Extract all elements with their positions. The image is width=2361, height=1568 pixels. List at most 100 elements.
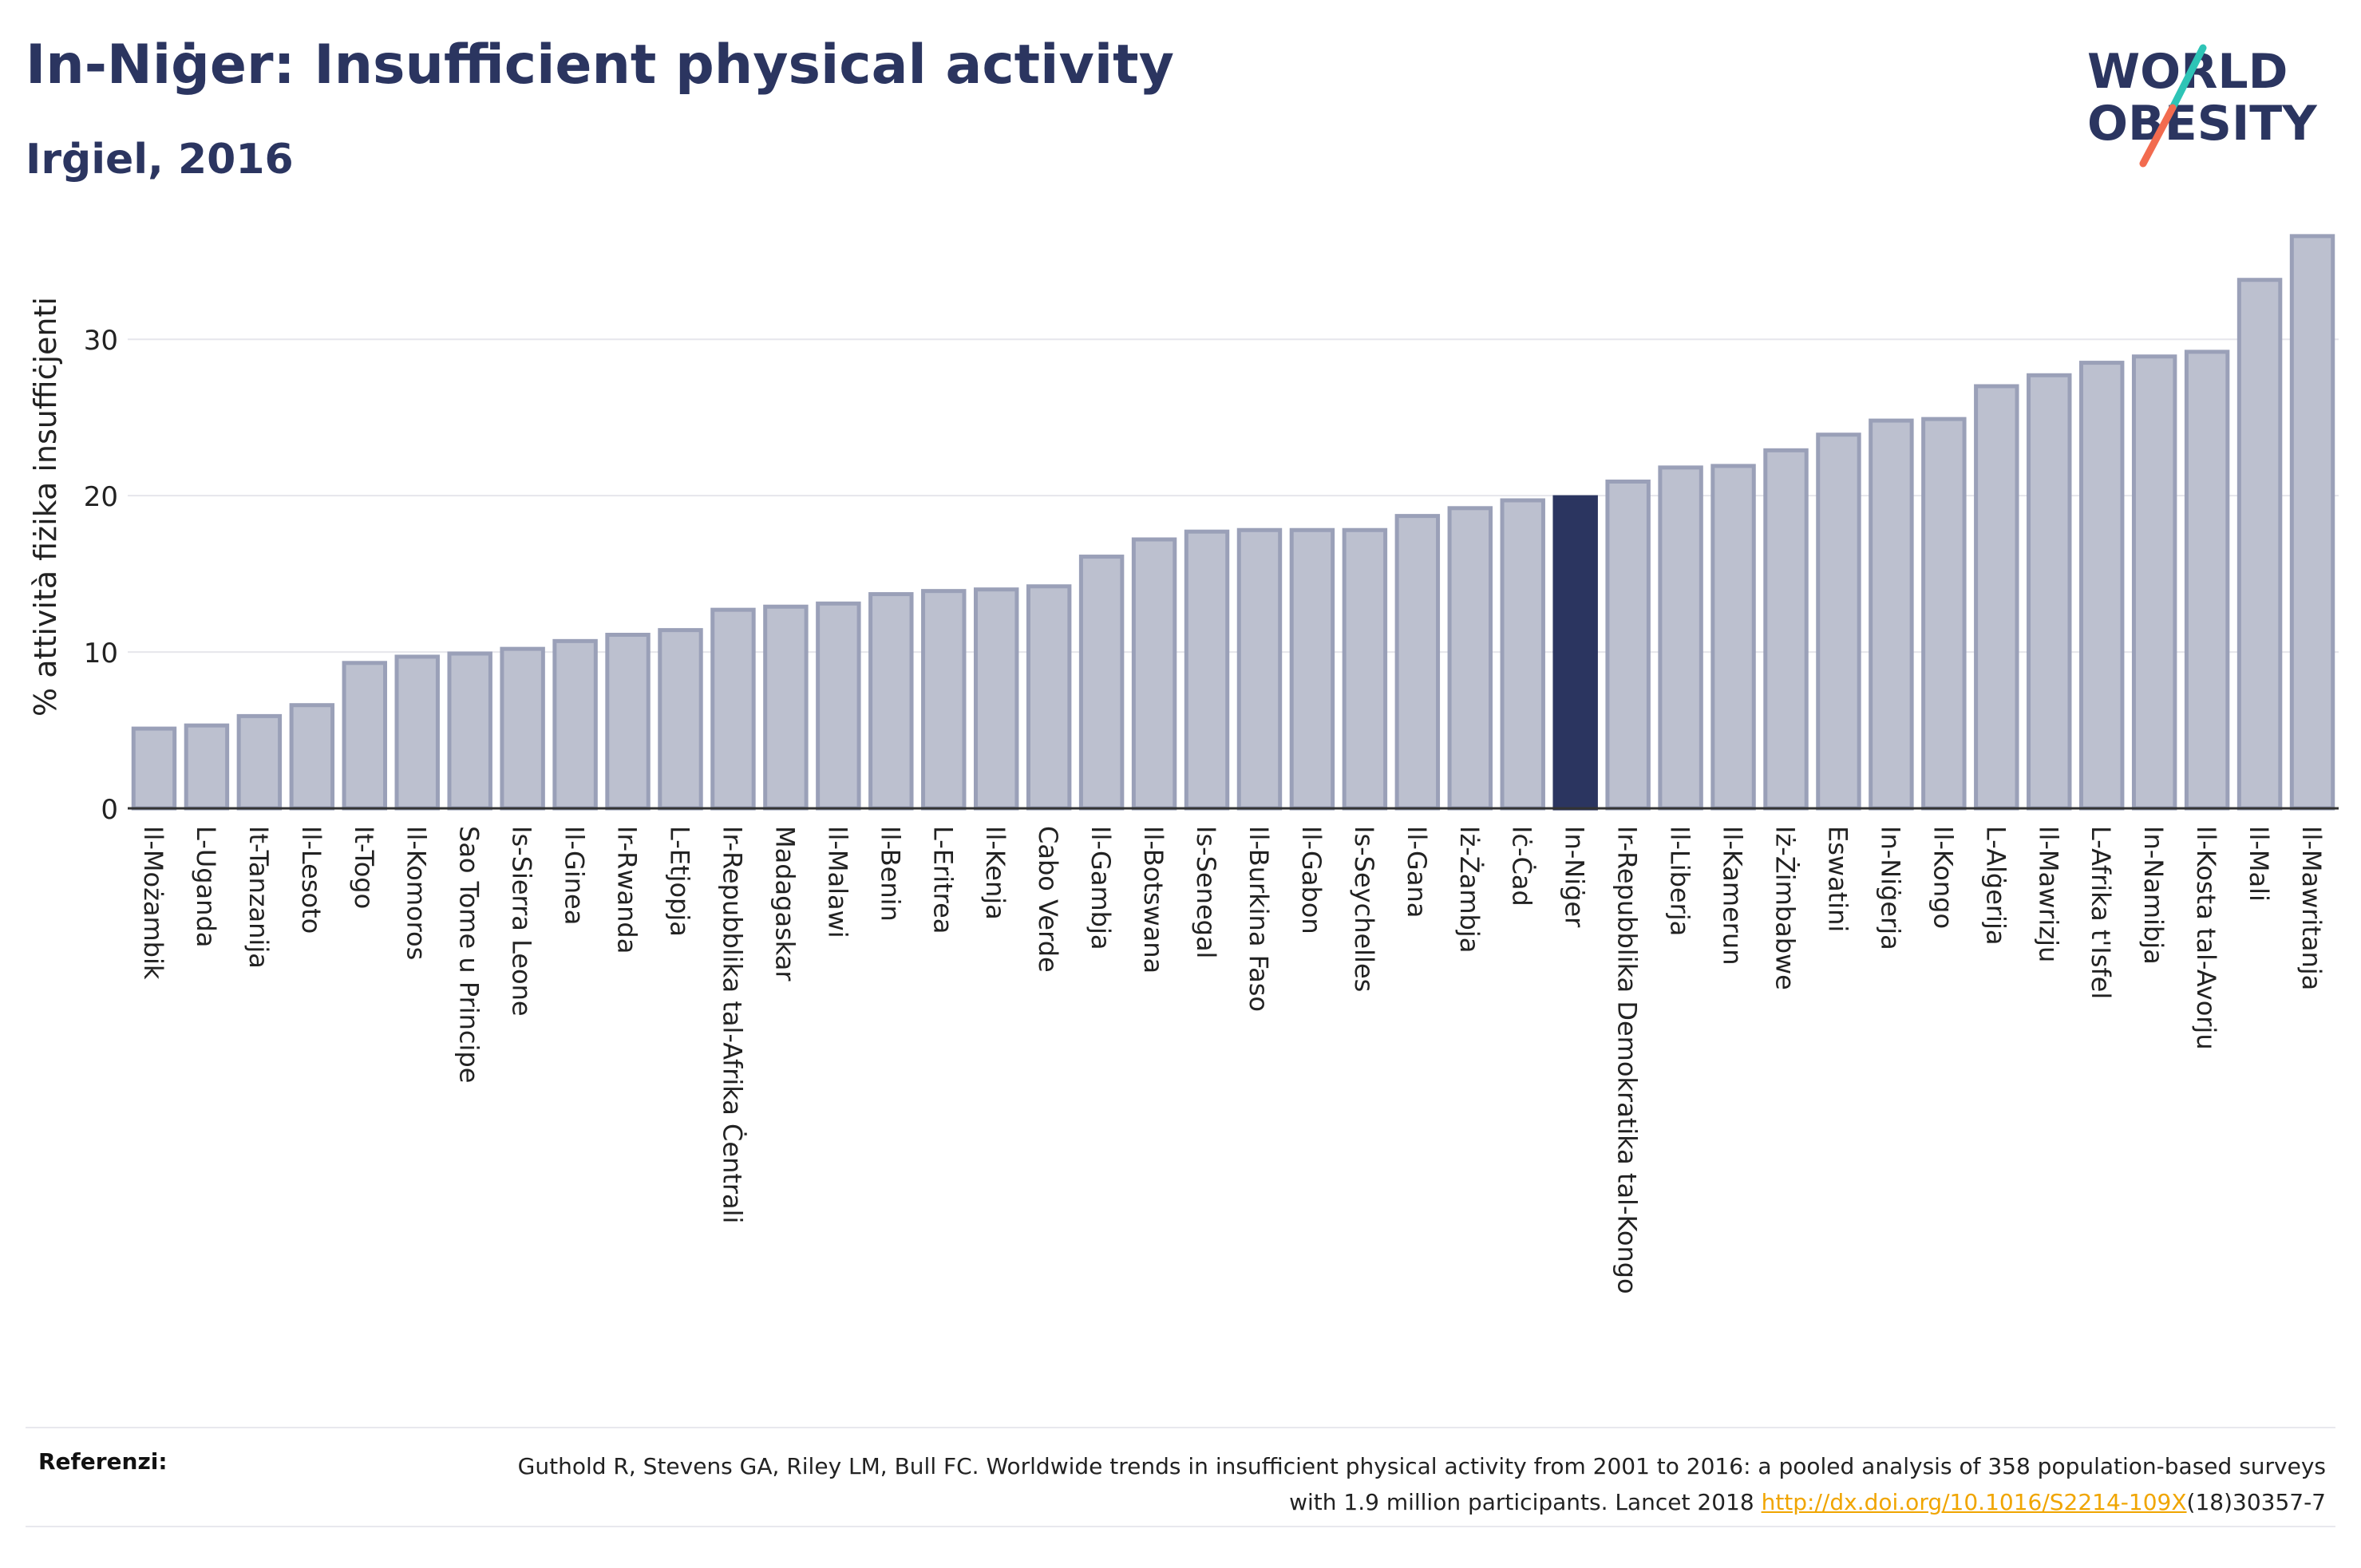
- world-obesity-logo: WORLD OBESITY: [2087, 44, 2318, 168]
- logo-slash-bottom: [2139, 104, 2177, 168]
- y-tick-label: 20: [84, 481, 118, 513]
- bar: [184, 723, 230, 811]
- y-tick-label: 0: [101, 794, 118, 826]
- x-tick-label: L-Uganda: [191, 826, 221, 947]
- bar-highlight: [1552, 495, 1598, 811]
- bar: [552, 638, 598, 811]
- gridlines: [128, 338, 2339, 654]
- bar: [1236, 527, 1283, 811]
- references-doi-link[interactable]: http://dx.doi.org/10.1016/S2214-109X: [1761, 1489, 2187, 1515]
- bar: [1447, 506, 1493, 811]
- chart-title: In-Niġer: Insufficient physical activity: [26, 34, 1174, 97]
- x-tick-label: L-Etjopja: [665, 826, 695, 937]
- bar: [1763, 448, 1809, 811]
- bar: [1131, 537, 1177, 811]
- x-tick-label: Is-Senegal: [1191, 826, 1221, 958]
- x-tick-label: It-Togo: [349, 826, 379, 909]
- bar: [342, 661, 388, 811]
- logo-text-obesity: OBESITY: [2087, 96, 2318, 152]
- x-tick-label: Il-Ginea: [560, 826, 590, 925]
- x-tick-label: Il-Mali: [2244, 826, 2274, 902]
- bar: [2184, 350, 2230, 811]
- x-tick-label: Il-Możambik: [138, 826, 168, 980]
- bar: [447, 651, 492, 811]
- x-tick-label: L-Eritrea: [927, 826, 958, 934]
- bar: [973, 587, 1019, 811]
- x-tick-label: Il-Kosta tal-Avorju: [2191, 826, 2221, 1050]
- bar: [868, 592, 914, 811]
- x-tick-label: Il-Mawrizju: [2033, 826, 2063, 962]
- x-tick-label: Il-Kongo: [1928, 826, 1958, 929]
- bar: [1500, 498, 1545, 811]
- x-tick-label: Ir-Repubblika Demokratika tal-Kongo: [1612, 826, 1643, 1294]
- bar: [1394, 514, 1441, 811]
- bar: [2236, 278, 2283, 811]
- y-tick-label: 30: [84, 325, 118, 357]
- bar: [1342, 527, 1388, 811]
- y-tick-labels: 0 10 20 30: [84, 325, 118, 826]
- bar: [710, 607, 756, 811]
- bar: [1710, 464, 1756, 811]
- x-tick-label: Iż-Żimbabwe: [1770, 826, 1801, 990]
- x-tick-label: L-Alġerija: [1980, 826, 2011, 945]
- bar: [1078, 555, 1125, 811]
- x-tick-label: Iċ-Ċad: [1507, 826, 1537, 906]
- x-tick-label: It-Tanzanija: [243, 826, 274, 969]
- bar: [1869, 418, 1914, 811]
- bar: [2078, 361, 2125, 811]
- bars: [131, 234, 2335, 811]
- bar: [1816, 432, 1861, 811]
- x-tick-labels: Il-Możambik L-Uganda It-Tanzanija Il-Lesoto…: [138, 826, 2327, 1294]
- x-tick-label: Ir-Repubblika tal-Afrika Ċentrali: [717, 826, 747, 1223]
- x-tick-label: Ir-Rwanda: [612, 826, 643, 954]
- bar: [763, 604, 809, 811]
- x-tick-label: L-Afrika t'Isfel: [2086, 826, 2116, 999]
- bar: [236, 713, 283, 811]
- bar: [1289, 527, 1335, 811]
- x-tick-label: Is-Seychelles: [1349, 826, 1379, 992]
- x-tick-label: Sao Tome u Principe: [454, 826, 484, 1083]
- x-tick-label: Il-Komoros: [401, 826, 432, 960]
- bar: [816, 601, 861, 811]
- bar: [1974, 384, 2019, 811]
- chart-subtitle: Irġiel, 2016: [26, 136, 294, 184]
- bar: [131, 726, 177, 811]
- x-tick-label: Il-Botswana: [1138, 826, 1169, 974]
- bar: [658, 628, 703, 811]
- bar: [1658, 465, 1703, 811]
- bar: [394, 654, 440, 811]
- x-tick-label: Il-Mawritanja: [2296, 826, 2327, 990]
- bar: [500, 646, 545, 811]
- references-divider-bottom: [26, 1526, 2335, 1527]
- bar: [2131, 354, 2177, 811]
- x-tick-label: Eswatini: [1822, 826, 1853, 932]
- bar: [921, 589, 967, 811]
- x-tick-label: Il-Lesoto: [296, 826, 326, 934]
- y-axis-label: % attività fiżika insuffiċjenti: [28, 297, 63, 717]
- x-tick-label: In-Niġerja: [1875, 826, 1905, 950]
- references-doi-suffix: (18)30357-7: [2186, 1489, 2326, 1515]
- x-tick-label: Il-Kamerun: [1718, 826, 1748, 965]
- x-tick-label: Il-Gabon: [1296, 826, 1327, 934]
- x-tick-label: Iż-Żambja: [1454, 826, 1485, 953]
- x-tick-label: Il-Burkina Faso: [1244, 826, 1274, 1012]
- x-tick-label: In-Namibja: [2138, 826, 2169, 965]
- bar: [289, 703, 335, 811]
- logo-slash-top: [2169, 44, 2207, 112]
- x-tick-label: Il-Gambja: [1086, 826, 1116, 950]
- x-tick-label: Cabo Verde: [1033, 826, 1063, 973]
- references-citation: Guthold R, Stevens GA, Riley LM, Bull FC…: [517, 1453, 2326, 1515]
- x-tick-label: In-Niġer: [1560, 826, 1590, 928]
- y-tick-label: 10: [84, 638, 118, 669]
- bar: [2027, 373, 2072, 811]
- x-tick-label: Il-Kenja: [980, 826, 1010, 920]
- x-tick-label: Is-Sierra Leone: [507, 826, 537, 1017]
- references-text: Guthold R, Stevens GA, Riley LM, Bull FC…: [490, 1448, 2326, 1520]
- x-tick-label: Il-Malawi: [822, 826, 852, 938]
- bar: [1921, 417, 1967, 811]
- references-label: Referenzi:: [38, 1448, 168, 1475]
- bar: [1605, 479, 1651, 811]
- x-tick-label: Il-Benin: [875, 826, 905, 922]
- bar: [605, 633, 651, 811]
